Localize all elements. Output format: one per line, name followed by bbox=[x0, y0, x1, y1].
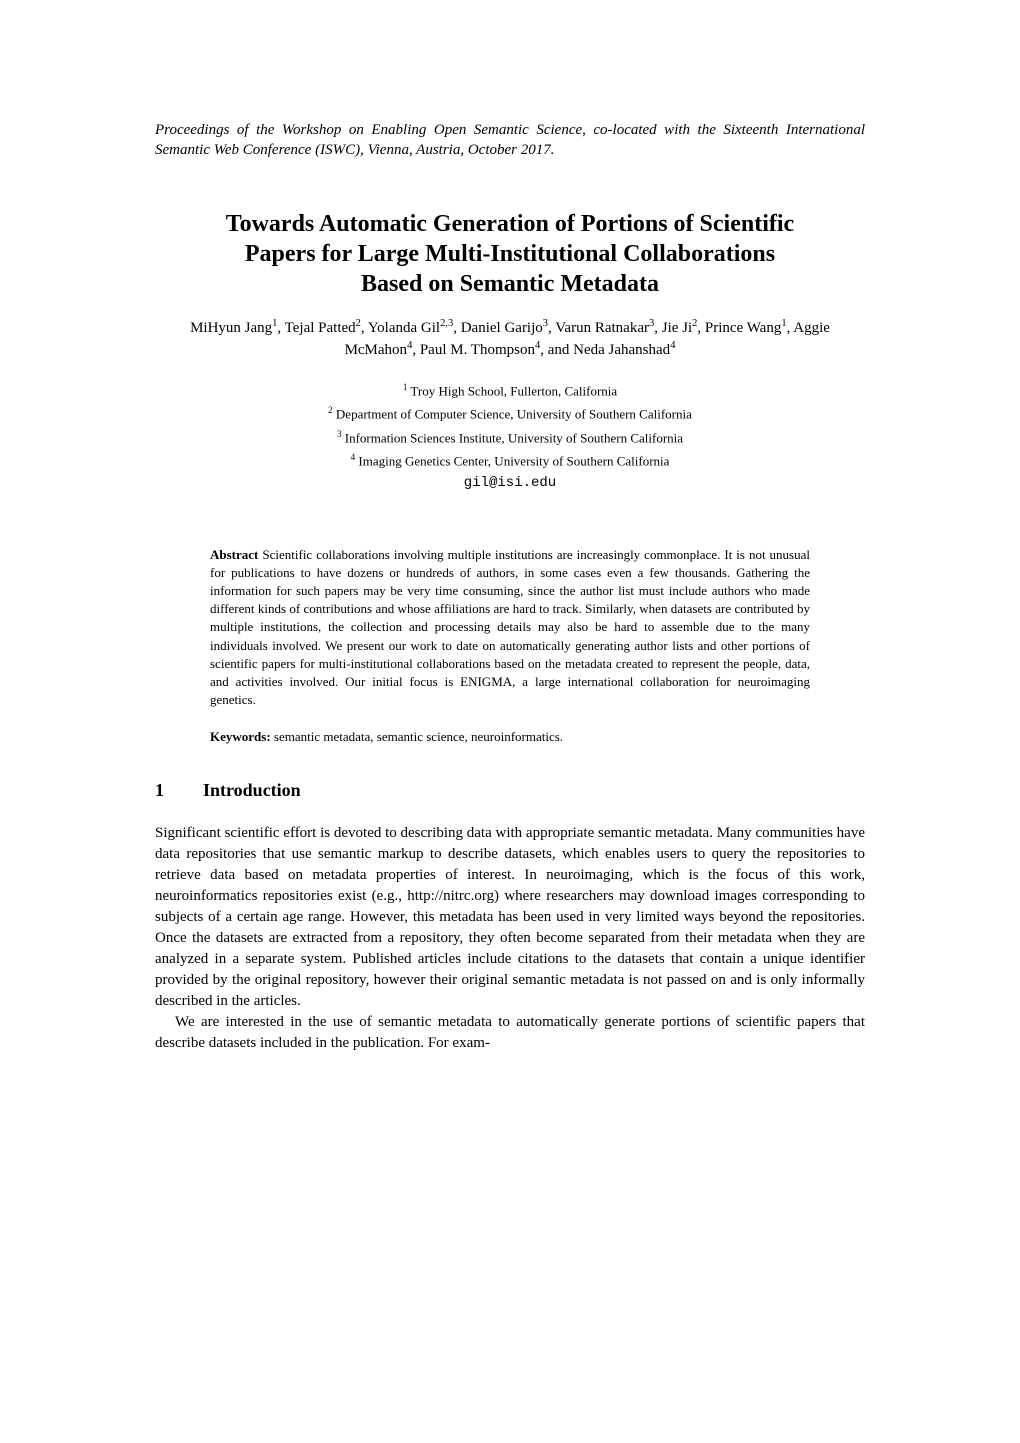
abstract-text: Abstract Scientific collaborations invol… bbox=[210, 546, 810, 710]
keywords-text: Keywords: semantic metadata, semantic sc… bbox=[210, 729, 810, 745]
paper-title: Towards Automatic Generation of Portions… bbox=[155, 209, 865, 299]
affiliation-3: 3 Information Sciences Institute, Univer… bbox=[155, 428, 865, 448]
abstract-block: Abstract Scientific collaborations invol… bbox=[155, 546, 865, 710]
affiliation-2: 2 Department of Computer Science, Univer… bbox=[155, 404, 865, 424]
keywords-label: Keywords: bbox=[210, 729, 271, 744]
abstract-label: Abstract bbox=[210, 547, 258, 562]
title-line-2: Papers for Large Multi-Institutional Col… bbox=[245, 241, 775, 267]
abstract-body: Scientific collaborations involving mult… bbox=[210, 547, 810, 708]
contact-email: gil@isi.edu bbox=[155, 475, 865, 491]
section-heading: 1Introduction bbox=[155, 780, 865, 801]
section-title: Introduction bbox=[203, 780, 301, 800]
affiliation-1: 1 Troy High School, Fullerton, Californi… bbox=[155, 381, 865, 401]
keywords-body: semantic metadata, semantic science, neu… bbox=[271, 729, 563, 744]
author-list: MiHyun Jang1, Tejal Patted2, Yolanda Gil… bbox=[155, 317, 865, 361]
section-number: 1 bbox=[155, 780, 203, 801]
body-paragraph-1: Significant scientific effort is devoted… bbox=[155, 823, 865, 1012]
title-line-1: Towards Automatic Generation of Portions… bbox=[226, 211, 794, 237]
keywords-block: Keywords: semantic metadata, semantic sc… bbox=[155, 729, 865, 745]
affiliation-4: 4 Imaging Genetics Center, University of… bbox=[155, 451, 865, 471]
body-paragraph-2: We are interested in the use of semantic… bbox=[155, 1012, 865, 1054]
title-line-3: Based on Semantic Metadata bbox=[361, 271, 659, 297]
proceedings-note: Proceedings of the Workshop on Enabling … bbox=[155, 120, 865, 161]
